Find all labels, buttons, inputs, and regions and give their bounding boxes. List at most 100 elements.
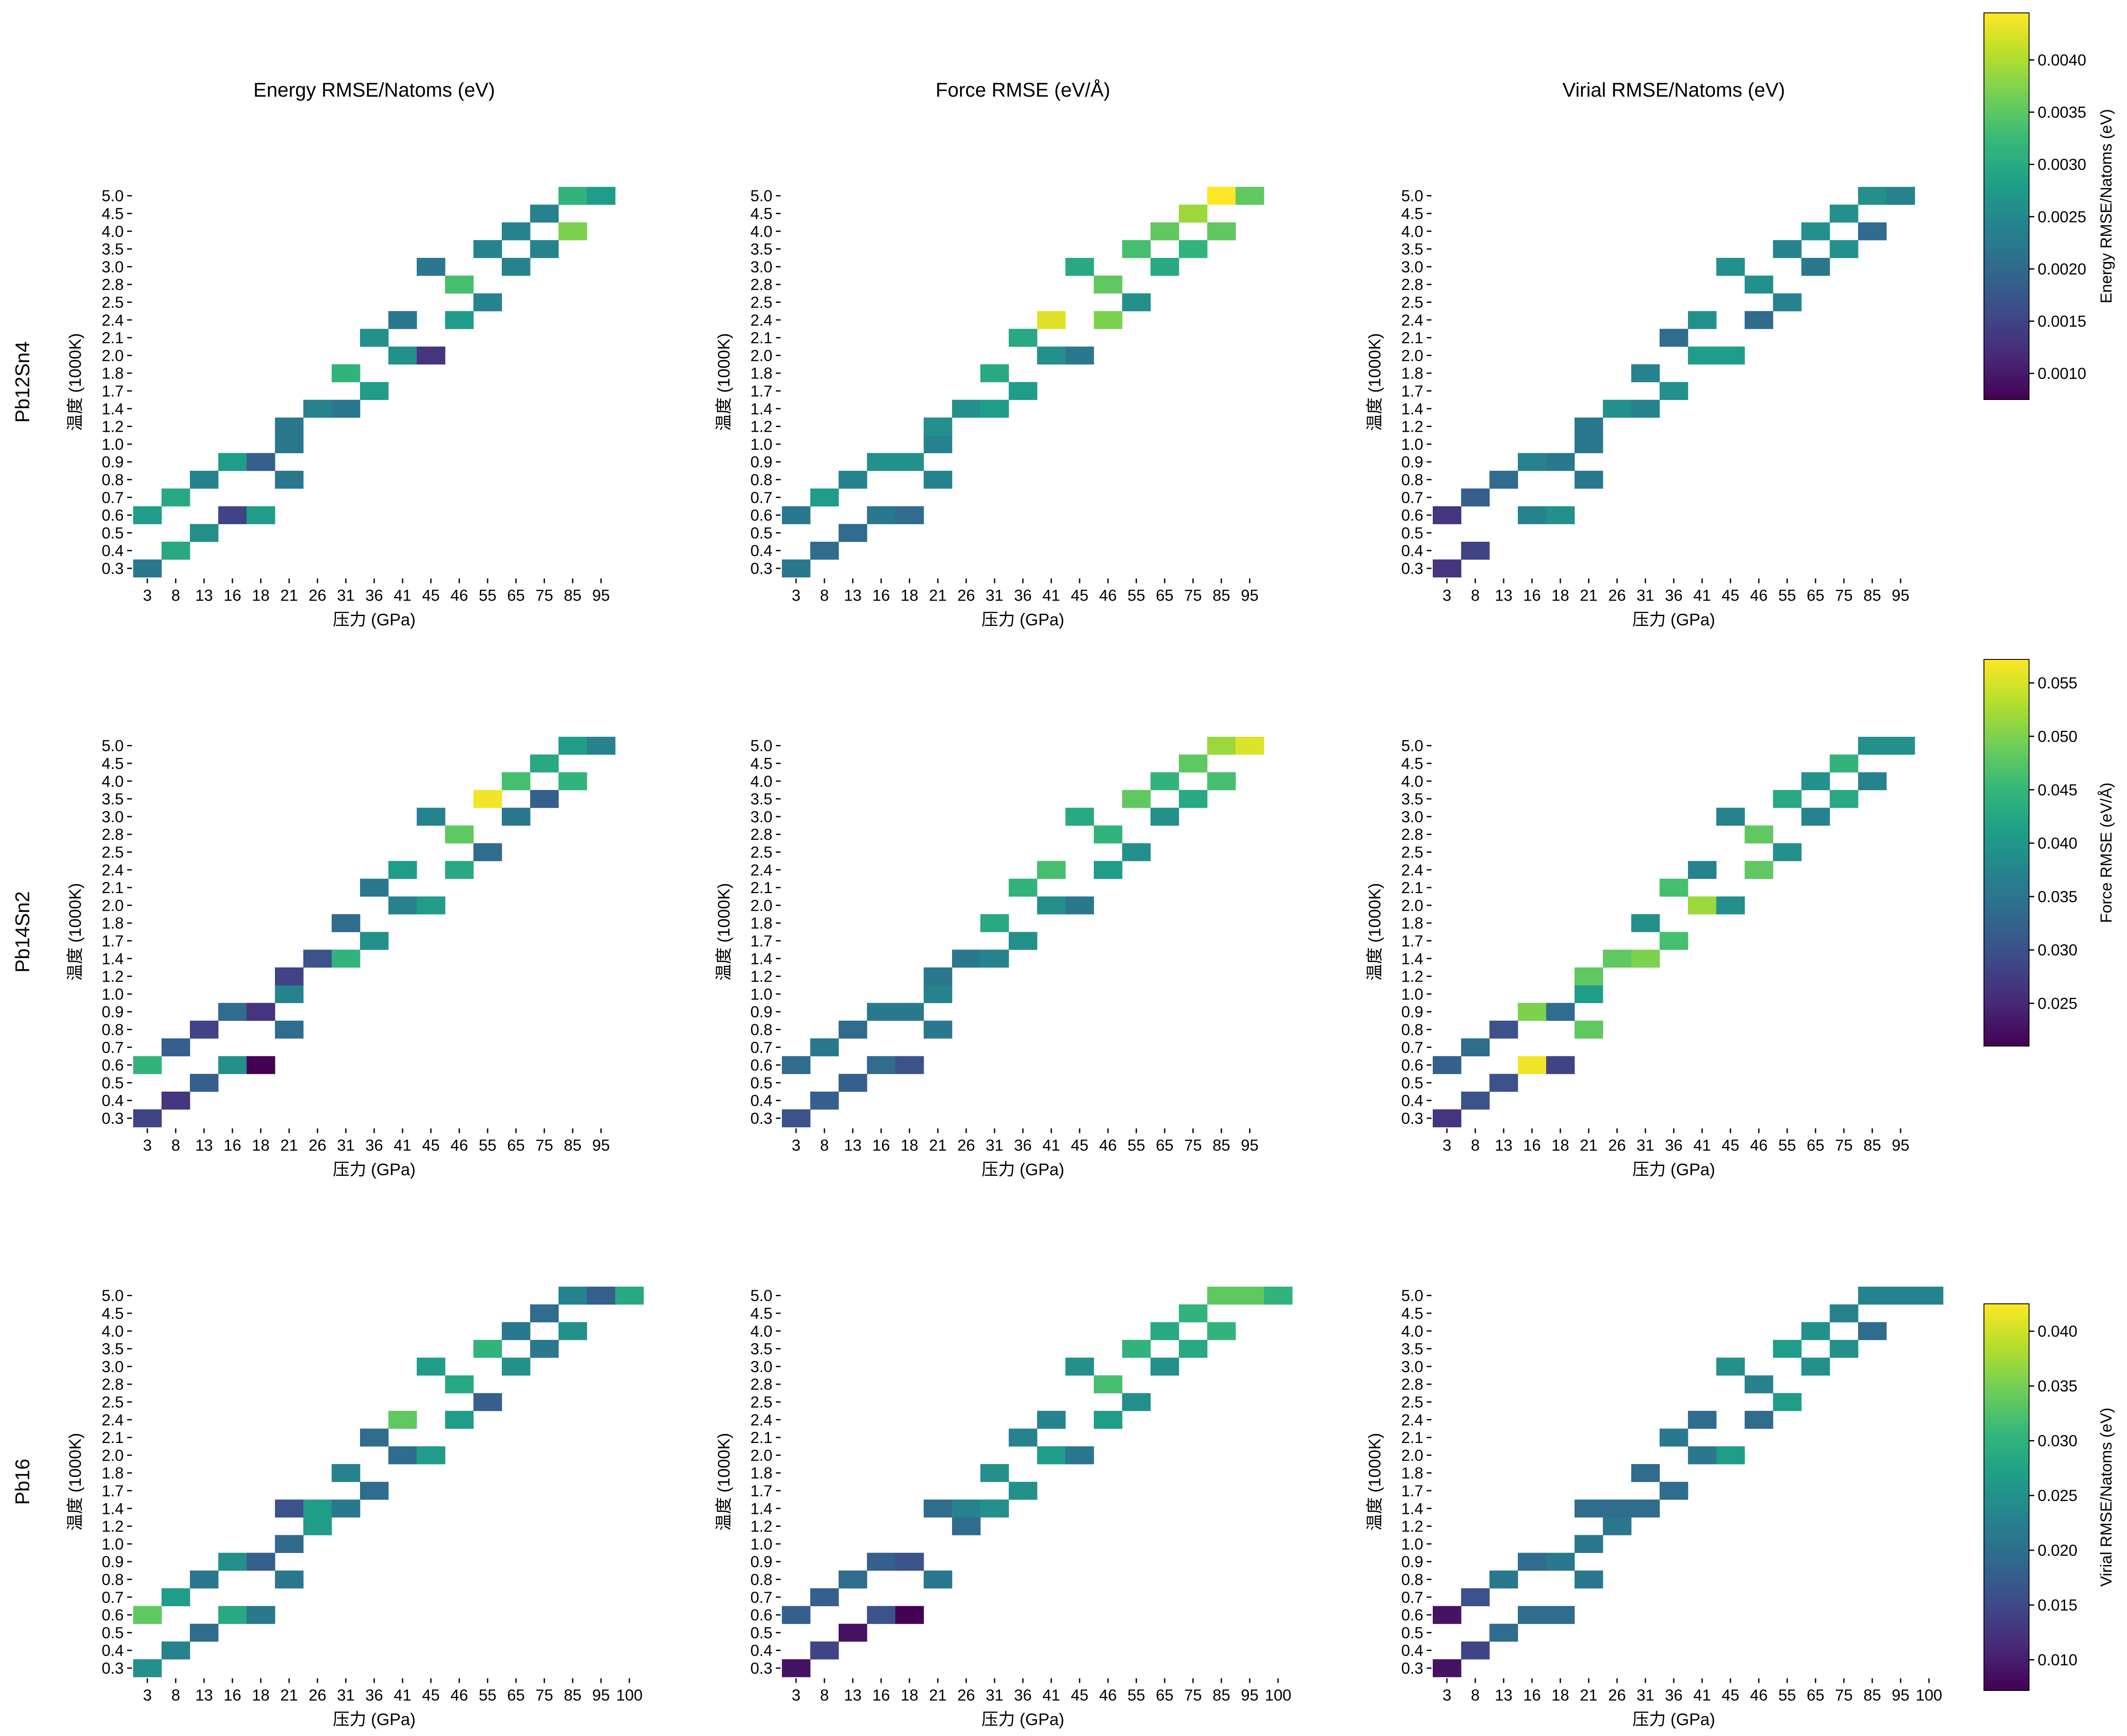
heatmap-cell (1745, 1411, 1773, 1429)
heatmap-cell (1207, 1287, 1236, 1305)
colorbar-tick-label: 0.0025 (2038, 208, 2086, 226)
colorbar-gradient (1984, 383, 2029, 387)
x-tick-label: 95 (592, 1687, 610, 1704)
colorbar-gradient (1984, 1671, 2029, 1675)
x-tick-label: 100 (1916, 1687, 1942, 1704)
colorbar-gradient (1984, 1674, 2029, 1678)
heatmap-cell (1830, 754, 1858, 773)
heatmap-cell (332, 949, 360, 968)
heatmap-cell (1716, 1446, 1745, 1464)
x-tick-label: 55 (479, 1687, 496, 1704)
x-tick-label: 3 (792, 587, 801, 604)
heatmap-cell (1688, 1446, 1717, 1464)
x-tick-label: 18 (252, 1137, 269, 1154)
y-tick-label: 1.2 (102, 1518, 124, 1535)
heatmap-cell (1716, 346, 1745, 365)
colorbar-tick-label: 0.0020 (2038, 260, 2086, 278)
colorbar-gradient (1984, 801, 2029, 805)
heatmap-cell (162, 488, 190, 506)
heatmap-cell (332, 400, 360, 418)
y-tick-label: 2.1 (1401, 329, 1423, 347)
y-tick-label: 0.5 (1401, 1074, 1423, 1092)
colorbar-gradient (1984, 284, 2029, 287)
y-tick-label: 1.4 (1401, 1500, 1423, 1517)
colorbar-gradient (1984, 13, 2029, 17)
colorbar-gradient (1984, 110, 2029, 113)
heatmap-cell (1858, 772, 1887, 790)
colorbar-gradient (1984, 367, 2029, 371)
colorbar-gradient (1984, 1629, 2029, 1633)
y-tick-label: 2.8 (751, 1376, 772, 1393)
heatmap-cell (162, 1038, 190, 1056)
heatmap-cell (782, 1056, 811, 1074)
colorbar-gradient (1984, 1665, 2029, 1669)
x-tick-label: 26 (1608, 587, 1626, 604)
y-tick-label: 1.0 (102, 436, 124, 453)
y-tick-label: 0.8 (102, 1571, 124, 1588)
x-tick-label: 8 (171, 587, 180, 604)
colorbar-gradient (1984, 937, 2029, 940)
heatmap-cell (388, 346, 417, 365)
x-tick-label: 3 (792, 1137, 801, 1154)
heatmap-cell (1575, 1570, 1603, 1589)
colorbar-gradient (1984, 659, 2029, 663)
colorbar-gradient (1984, 148, 2029, 152)
colorbar-tick-label: 0.040 (2038, 835, 2078, 852)
x-axis-label: 压力 (GPa) (982, 1711, 1065, 1729)
colorbar-gradient (1984, 26, 2029, 30)
heatmap-cell (1886, 187, 1915, 205)
heatmap-cell (867, 506, 896, 525)
colorbar-tick-label: 0.045 (2038, 781, 2078, 799)
colorbar-gradient (1984, 261, 2029, 265)
colorbar-gradient (1984, 296, 2029, 300)
heatmap-cell (1122, 790, 1151, 808)
colorbar-gradient (1984, 77, 2029, 81)
x-tick-label: 36 (365, 587, 383, 604)
y-tick-label: 0.8 (102, 1021, 124, 1038)
colorbar-gradient (1984, 1487, 2029, 1491)
colorbar-gradient (1984, 180, 2029, 184)
x-tick-label: 65 (1156, 1137, 1173, 1154)
colorbar-gradient (1984, 965, 2029, 969)
heatmap-cell (388, 1446, 417, 1464)
x-tick-label: 3 (1443, 1687, 1452, 1704)
heatmap-cell (303, 1499, 332, 1518)
heatmap-cell (1236, 1287, 1264, 1305)
colorbar-gradient (1984, 772, 2029, 776)
x-tick-label: 3 (143, 1687, 152, 1704)
y-tick-label: 1.8 (102, 1464, 124, 1482)
x-tick-label: 26 (308, 1687, 326, 1704)
colorbar-gradient (1984, 1474, 2029, 1478)
colorbar-gradient (1984, 705, 2029, 708)
colorbar-gradient (1984, 956, 2029, 960)
colorbar-tick-label: 0.035 (2038, 1377, 2078, 1395)
colorbar-gradient (1984, 1549, 2029, 1553)
x-tick-label: 13 (1495, 1687, 1512, 1704)
colorbar-gradient (1984, 1313, 2029, 1317)
y-tick-label: 2.5 (1401, 293, 1423, 311)
heatmap-cell (1575, 1535, 1603, 1553)
heatmap-cell (1122, 240, 1151, 258)
y-tick-label: 0.8 (1401, 1571, 1423, 1588)
heatmap-cell (1433, 1659, 1462, 1678)
y-tick-label: 3.0 (751, 1358, 772, 1376)
colorbar-gradient (1984, 161, 2029, 165)
y-tick-label: 0.8 (751, 471, 772, 488)
colorbar-gradient (1984, 988, 2029, 992)
y-tick-label: 2.4 (102, 1411, 124, 1429)
colorbar-gradient (1984, 1542, 2029, 1546)
heatmap-cell (1094, 825, 1123, 844)
heatmap-cell (1660, 1428, 1688, 1447)
y-tick-label: 0.4 (1401, 542, 1423, 560)
heatmap-cell (445, 1375, 474, 1394)
x-tick-label: 26 (957, 587, 975, 604)
heatmap-cell (133, 1109, 162, 1128)
y-tick-label: 2.5 (751, 293, 772, 311)
colorbar-gradient (1984, 1345, 2029, 1349)
x-axis-label: 压力 (GPa) (982, 611, 1065, 629)
y-tick-label: 4.0 (1401, 772, 1423, 790)
colorbar-gradient (1984, 193, 2029, 197)
heatmap-cell (530, 204, 559, 223)
colorbar-gradient (1984, 695, 2029, 699)
